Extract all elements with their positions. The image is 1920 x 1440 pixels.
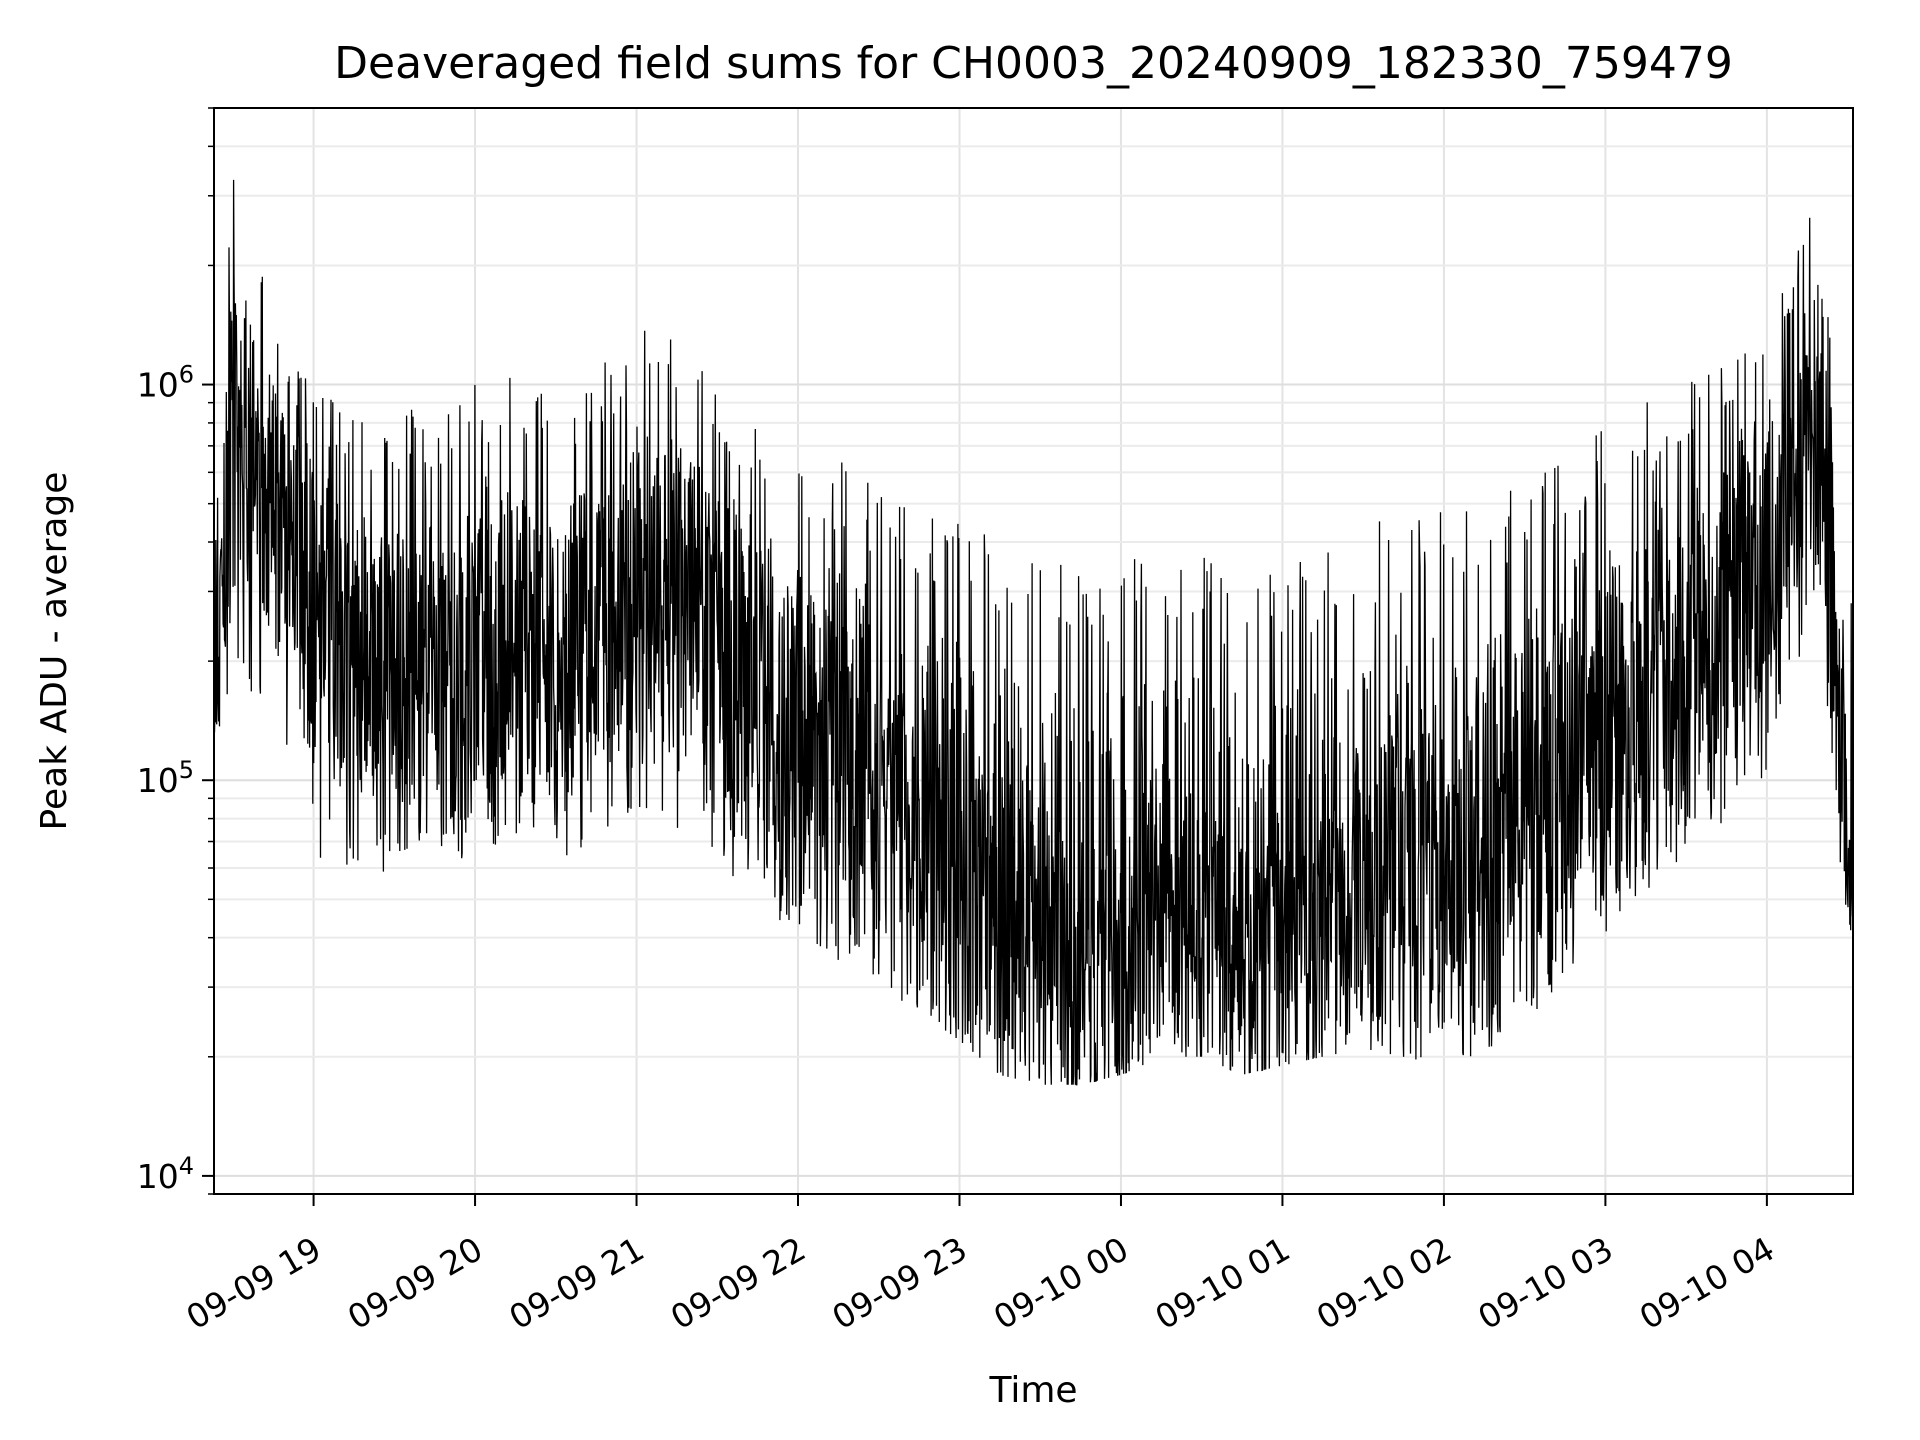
y-tick-label: 106 [137,361,194,405]
y-axis: 104 105 106 [137,107,214,1196]
y-tick-label: 104 [137,1152,194,1196]
plot-frame [213,107,1854,1195]
y-axis-label: Peak ADU - average [34,472,75,831]
series-line [213,179,1854,1086]
data-series [213,179,1854,1086]
x-axis-label: Time [988,1370,1077,1411]
chart-title: Deaveraged field sums for CH0003_2024090… [334,38,1733,89]
y-tick-label: 105 [137,756,194,800]
